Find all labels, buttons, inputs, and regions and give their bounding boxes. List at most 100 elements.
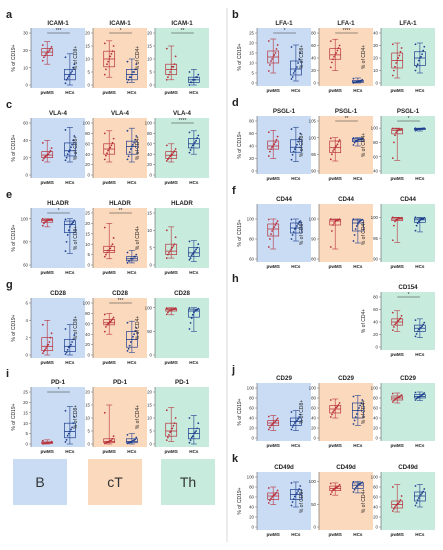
plot-f-cd44-ct-xlabel-hcs: HCs — [353, 264, 363, 269]
plot-i-pd1-th-pwms-point — [168, 434, 170, 436]
plot-c-vla4-b-hcs-point — [67, 150, 70, 153]
plot-i-pd1-th-pwms-box — [165, 422, 178, 437]
plot-i-pd1-ct-hcs-box — [126, 438, 138, 444]
plot-d-psgl1-ct-background — [319, 116, 373, 174]
plot-i-pd1-th-hcs-point — [196, 427, 199, 430]
plot-d-psgl1-b-hcs-point — [298, 137, 301, 140]
plot-j-cd29-ct-background — [319, 383, 373, 441]
plot-i-pd1-th-pwms-point — [172, 424, 175, 427]
plot-c-vla4-ct-hcs-point — [135, 135, 138, 137]
plot-k-cd49d-b-hcs-point — [293, 495, 296, 498]
plot-h-cd154-th-hcs-point — [420, 326, 422, 329]
plot-i-pd1-th-pwms-point — [165, 409, 168, 412]
plot-f-cd44-th-hcs-point — [423, 216, 426, 219]
plot-e-hladr-th-hcs-point — [188, 240, 191, 243]
plot-b-lfa1-b-pwms-point — [267, 70, 270, 72]
plot-a-icam1-th-sig-label: ** — [181, 28, 185, 34]
plot-k-cd49d-th-tick-label: 0 — [376, 525, 379, 530]
plot-j-cd29-ct-title: CD29 — [338, 375, 354, 382]
plot-g-cd28-th-pwms-point — [167, 311, 169, 314]
plot-b-lfa1-th-hcs-point — [422, 49, 425, 52]
plot-g-cd28-th-tick-label: 0 — [150, 353, 153, 358]
plot-d-psgl1-th-tick-label: 80 — [373, 140, 378, 145]
plot-j-cd29-ct-hcs-point — [358, 407, 360, 409]
plot-f-cd44-b-pwms-point — [267, 218, 270, 221]
plot-a-icam1-ct-pwms-point — [110, 52, 113, 55]
plot-a-icam1-b-tick-label: 30 — [23, 31, 28, 36]
plot-d-psgl1-ct-title: PSGL-1 — [335, 108, 358, 115]
plot-d-psgl1-ct-hcs-point — [352, 137, 355, 139]
plot-e-hladr-ct-hcs-point — [135, 253, 138, 256]
plot-g-cd28-b-pwms-point — [48, 341, 51, 343]
plot-e-hladr-th-hcs-box — [188, 247, 200, 257]
plot-j-cd29-ct-pwms-point — [333, 409, 335, 412]
plot-c-vla4-b-hcs-point — [72, 139, 75, 142]
plot-d-psgl1-th-background — [381, 116, 435, 174]
plot-a-icam1-th-hcs-point — [188, 84, 191, 86]
plot-k-cd49d-b-ylabel: % of CD19+ — [237, 487, 243, 514]
plot-e-hladr-th-hcs-point — [190, 254, 193, 257]
plot-k-cd49d-b-tick-label: 80 — [249, 485, 254, 490]
plot-g-cd28-b-pwms-point — [44, 348, 46, 351]
plot-e-hladr-ct-pwms-box — [103, 245, 116, 253]
plot-g-cd28-ct-xlabel-hcs: HCs — [127, 360, 137, 365]
plot-e-hladr-th-tick-label: 0 — [150, 263, 153, 268]
plot-i-pd1-th-title: PD-1 — [175, 379, 190, 386]
plot-b-lfa1-ct-pwms-point — [337, 47, 340, 49]
plot-b-lfa1-th-tick-label: 10 — [373, 68, 378, 73]
plot-i-pd1-b-title: PD-1 — [51, 379, 66, 386]
plot-f-cd44-b-pwms-point — [269, 238, 271, 240]
plot-f-cd44-b-hcs-point — [296, 225, 298, 227]
plot-k-cd49d-ct-tick-label: 50 — [311, 502, 316, 507]
plot-a-icam1-ct-pwms-point — [103, 42, 106, 45]
plot-b-lfa1-th-tick-label: 0 — [376, 81, 379, 86]
plot-e-hladr-th-pwms-point — [172, 245, 175, 247]
plot-k-cd49d-th-hcs-point — [420, 493, 422, 496]
plot-a-icam1-b-pwms-point — [45, 52, 47, 55]
plot-c-vla4-ct-hcs-point — [133, 141, 135, 144]
plot-c-vla4-b-hcs-point — [73, 135, 76, 137]
plot-f-cd44-ct-pwms-point — [332, 224, 334, 226]
plot-f-cd44-ct-pwms-point — [329, 246, 332, 248]
plot-d-psgl1-b-hcs-point — [291, 153, 294, 156]
plot-a-icam1-ct-hcs-point — [129, 76, 132, 79]
plot-g-cd28-ct-hcs-point — [127, 347, 130, 350]
plot-a-icam1-th-hcs-point — [188, 71, 191, 73]
plot-j-cd29-ct-hcs-point — [353, 419, 356, 422]
plot-i-pd1-b-hcs-point — [64, 409, 67, 412]
plot-b-lfa1-th-tick-label: 30 — [373, 43, 378, 48]
plot-g-cd28-b-hcs-point — [70, 343, 72, 346]
plot-c-vla4-b-hcs-point — [71, 143, 73, 146]
plot-k-cd49d-th-hcs-point — [416, 499, 419, 501]
plot-a-icam1-ct-background — [93, 28, 147, 88]
plot-g-cd28-ct-hcs-point — [132, 335, 134, 338]
plot-e-hladr-ct-hcs-point — [134, 255, 137, 258]
plot-b-lfa1-th-tick-label: 40 — [373, 31, 378, 36]
plot-a-icam1-b-hcs-point — [66, 77, 69, 79]
plot-d-psgl1-b-hcs-point — [299, 132, 302, 135]
plot-f-cd44-ct-hcs-point — [352, 240, 355, 242]
plot-d-psgl1-b-tick-label: 40 — [249, 144, 254, 149]
plot-d-psgl1-th-tick-label: 40 — [373, 169, 378, 174]
plot-g-cd28-ct-hcs-point — [126, 321, 129, 324]
plot-d-psgl1-b-pwms-point — [270, 148, 272, 151]
plot-e-hladr-ct-tick-label: 25 — [85, 211, 90, 216]
plot-i-pd1-b-pwms-point — [50, 440, 53, 443]
plot-j-cd29-ct-tick-label: 20 — [311, 426, 316, 431]
plot-i-pd1-th-hcs-point — [191, 435, 194, 438]
plot-i-pd1-th-hcs-point — [188, 417, 191, 419]
plot-b-lfa1-ct-tick-label: 60 — [311, 43, 316, 48]
plot-g-cd28-th-hcs-point — [188, 328, 191, 330]
plot-e-hladr-th-pwms-box — [165, 243, 178, 255]
plot-b-lfa1-b-pwms-point — [267, 40, 270, 42]
plot-b-lfa1-th-hcs-point — [414, 69, 417, 72]
plot-g-cd28-ct-hcs-point — [129, 341, 132, 343]
plot-b-lfa1-b-pwms-point — [274, 52, 277, 54]
plot-e-hladr-b-sig-label: * — [58, 208, 60, 214]
plot-k-cd49d-th-tick-label: 100 — [371, 475, 379, 480]
plot-e-hladr-b-xlabel-hcs: HCs — [65, 270, 75, 275]
plot-b-lfa1-b-pwms-point — [270, 60, 272, 62]
plot-g-cd28-th-xlabel-hcs: HCs — [189, 360, 199, 365]
plot-a-icam1-b-title: ICAM-1 — [47, 20, 69, 27]
plot-g-cd28-b-tick-label: 6 — [26, 301, 29, 306]
